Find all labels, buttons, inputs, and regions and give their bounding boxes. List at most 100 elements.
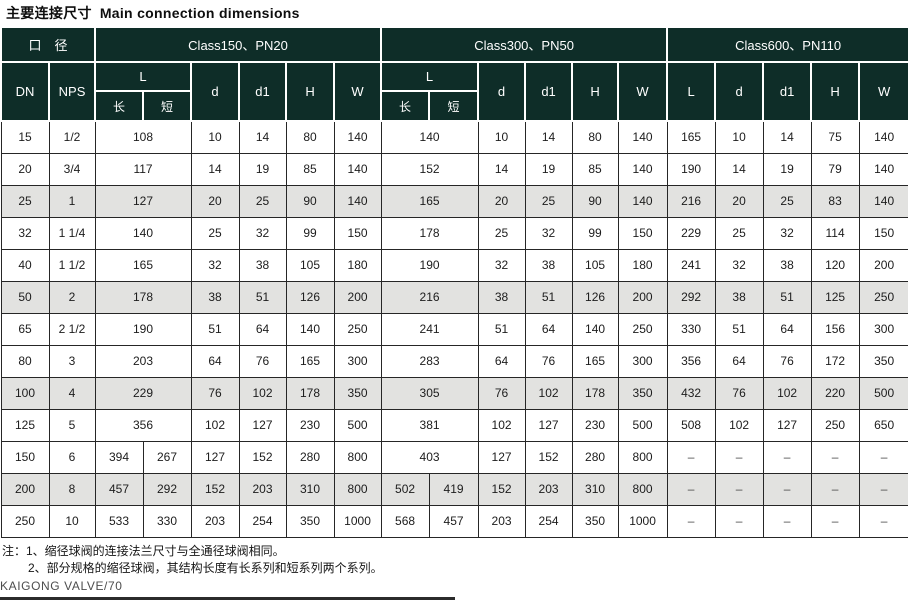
cell-c600-l: – [666, 504, 716, 538]
cell-c600-w: 140 [858, 120, 908, 154]
cell-c150-h: 165 [285, 344, 335, 378]
cell-c150-w: 250 [333, 312, 382, 346]
cell-c600-l: 190 [666, 152, 716, 186]
cell-c150-d1: 51 [238, 280, 287, 314]
cell-c300-d1: 14 [524, 120, 573, 154]
cell-c300-w: 500 [617, 408, 668, 442]
cell-c600-l: 508 [666, 408, 716, 442]
cell-c150-l-long: 457 [94, 472, 144, 506]
cell-c300-w: 140 [617, 152, 668, 186]
table-row: 200 8 457 292 152 203 310 800 502 419 152 203 310 800… [0, 472, 908, 506]
cell-c300-w: 800 [617, 440, 668, 474]
header-c150-d: d [190, 61, 241, 122]
cell-c600-d1: – [762, 472, 812, 506]
cell-c300-w: 800 [617, 472, 668, 506]
cell-c150-l-short: 267 [142, 440, 192, 474]
cell-c600-h: 114 [810, 216, 860, 250]
cell-c150-h: 90 [285, 184, 335, 218]
cell-c300-h: 178 [571, 376, 619, 410]
table-body: 15 1/2 108 10 14 80 140 140 10 14 80 140 165 10 14 75 14… [0, 120, 908, 538]
header-c150-l-long: 长 [94, 90, 145, 122]
cell-c150-l: 140 [94, 216, 192, 250]
cell-c600-h: 250 [810, 408, 860, 442]
cell-c300-d: 25 [477, 216, 526, 250]
cell-c300-w: 150 [617, 216, 668, 250]
cell-c150-d: 102 [190, 408, 240, 442]
cell-c300-d: 152 [477, 472, 526, 506]
table-row: 80 3 203 64 76 165 300 283 64 76 165 300 356 64 76 172 3… [0, 344, 908, 378]
page-title: 主要连接尺寸 Main connection dimensions [0, 0, 908, 26]
cell-c300-l-short: 419 [428, 472, 479, 506]
cell-c150-d: 64 [190, 344, 240, 378]
cell-c600-w: 650 [858, 408, 908, 442]
cell-c300-d: 203 [477, 504, 526, 538]
cell-c600-d: 51 [714, 312, 764, 346]
cell-nps: 3/4 [48, 152, 96, 186]
cell-c300-h: 126 [571, 280, 619, 314]
table-row: 250 10 533 330 203 254 350 1000 568 457 203 254 350 1… [0, 504, 908, 538]
cell-c600-l: 330 [666, 312, 716, 346]
table-row: 32 1 1/4 140 25 32 99 150 178 25 32 99 150 229 25 32 11… [0, 216, 908, 250]
cell-c600-h: 172 [810, 344, 860, 378]
cell-c600-w: – [858, 440, 908, 474]
cell-c600-d: 32 [714, 248, 764, 282]
cell-c600-l: 356 [666, 344, 716, 378]
cell-c150-d: 51 [190, 312, 240, 346]
cell-c600-l: – [666, 472, 716, 506]
header-c150-l: L [94, 61, 193, 92]
cell-c150-d1: 38 [238, 248, 287, 282]
cell-c150-l: 356 [94, 408, 192, 442]
cell-c150-w: 200 [333, 280, 382, 314]
cell-c150-d1: 14 [238, 120, 287, 154]
cell-c300-l: 283 [380, 344, 479, 378]
cell-c150-h: 280 [285, 440, 335, 474]
cell-c600-d1: 51 [762, 280, 812, 314]
cell-c150-l: 203 [94, 344, 192, 378]
cell-c600-d: 102 [714, 408, 764, 442]
cell-c600-l: – [666, 440, 716, 474]
cell-c150-d: 38 [190, 280, 240, 314]
cell-c600-d: 25 [714, 216, 764, 250]
cell-c150-d: 25 [190, 216, 240, 250]
header-c600-d: d [714, 61, 765, 122]
cell-c150-h: 230 [285, 408, 335, 442]
cell-c600-h: – [810, 504, 860, 538]
cell-c150-h: 140 [285, 312, 335, 346]
cell-c600-d1: 38 [762, 248, 812, 282]
cell-c300-d: 10 [477, 120, 526, 154]
cell-c300-d1: 51 [524, 280, 573, 314]
cell-c300-h: 85 [571, 152, 619, 186]
cell-c300-h: 310 [571, 472, 619, 506]
cell-c150-d1: 127 [238, 408, 287, 442]
cell-dn: 250 [0, 504, 50, 538]
cell-dn: 50 [0, 280, 50, 314]
header-c300-h: H [571, 61, 620, 122]
cell-c150-h: 310 [285, 472, 335, 506]
cell-c150-d1: 32 [238, 216, 287, 250]
cell-dn: 125 [0, 408, 50, 442]
cell-c300-h: 105 [571, 248, 619, 282]
header-c300-w: W [617, 61, 669, 122]
cell-c300-l: 178 [380, 216, 479, 250]
cell-c300-w: 350 [617, 376, 668, 410]
header-group-class600: Class600、PN110 [666, 26, 908, 63]
cell-nps: 1/2 [48, 120, 96, 154]
cell-c600-d: 76 [714, 376, 764, 410]
cell-c150-h: 350 [285, 504, 335, 538]
cell-c300-d1: 38 [524, 248, 573, 282]
cell-c600-d: 14 [714, 152, 764, 186]
cell-nps: 6 [48, 440, 96, 474]
cell-nps: 1 1/4 [48, 216, 96, 250]
cell-c300-h: 99 [571, 216, 619, 250]
cell-c150-w: 1000 [333, 504, 382, 538]
header-c300-l: L [380, 61, 480, 92]
cell-dn: 65 [0, 312, 50, 346]
cell-c600-d1: 76 [762, 344, 812, 378]
cell-dn: 40 [0, 248, 50, 282]
cell-c300-h: 280 [571, 440, 619, 474]
cell-c300-w: 250 [617, 312, 668, 346]
header-c150-d1: d1 [238, 61, 288, 122]
cell-c300-l: 140 [380, 120, 479, 154]
note-2: 2、部分规格的缩径球阀，其结构长度有长系列和短系列两个系列。 [28, 560, 383, 575]
cell-c300-d1: 254 [524, 504, 573, 538]
